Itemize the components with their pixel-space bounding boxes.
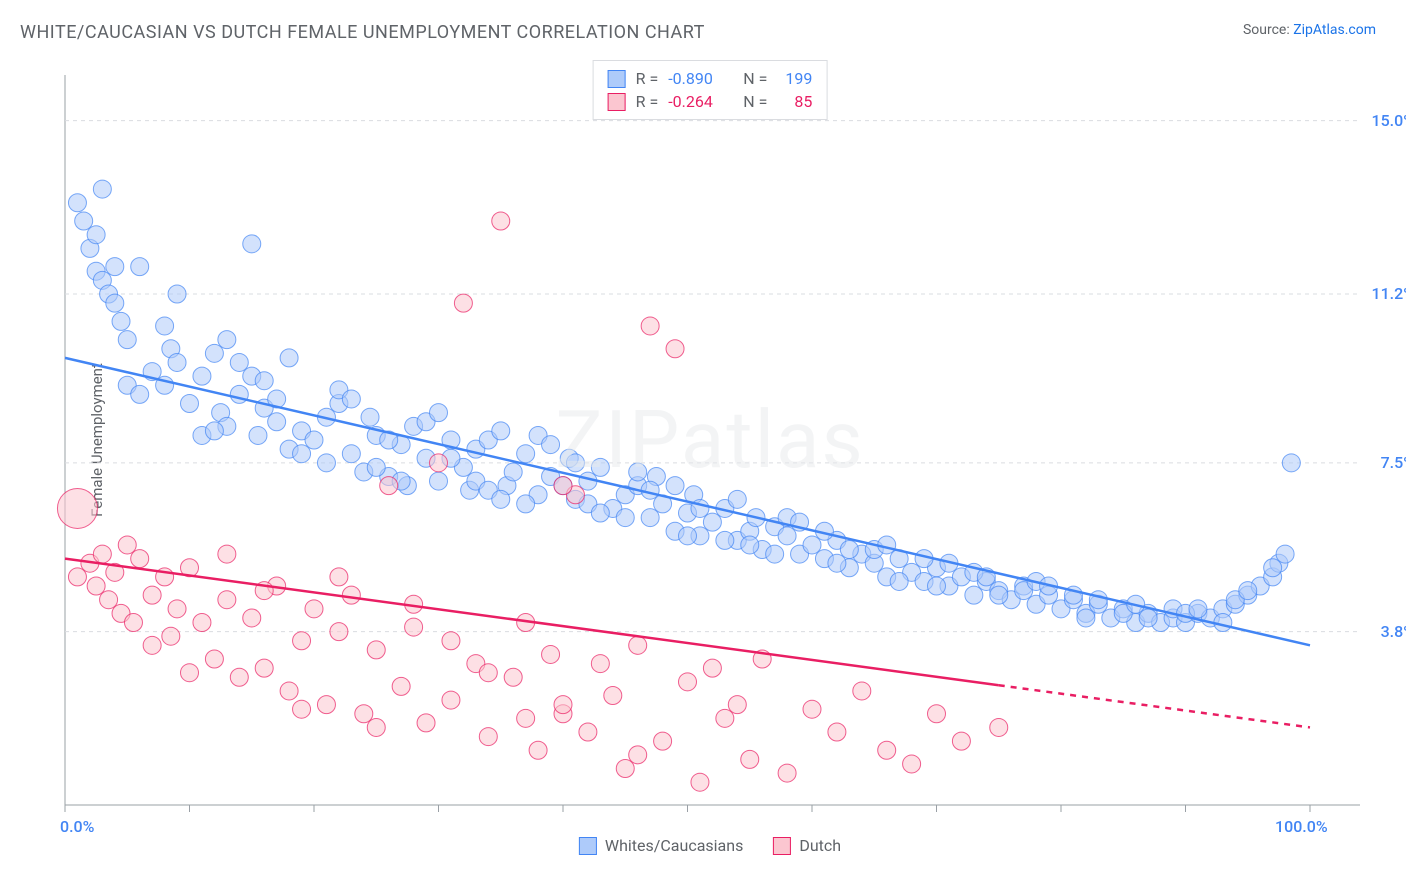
- x-tick-label: 0.0%: [60, 817, 94, 836]
- n-value: 85: [777, 92, 812, 111]
- r-value: -0.890: [668, 69, 723, 88]
- legend-swatch: [579, 837, 597, 855]
- legend-item: Dutch: [773, 836, 841, 855]
- legend-label: Dutch: [799, 836, 841, 855]
- legend-swatch: [608, 70, 626, 88]
- r-label: R =: [636, 92, 659, 111]
- y-tick-label: 7.5%: [1381, 453, 1406, 472]
- y-tick-label: 11.2%: [1371, 284, 1406, 303]
- stats-legend-row: R = -0.890 N = 199: [608, 67, 813, 90]
- bottom-legend: Whites/Caucasians Dutch: [579, 836, 841, 855]
- n-label: N =: [743, 69, 767, 88]
- x-tick-label: 100.0%: [1275, 817, 1328, 836]
- n-label: N =: [743, 92, 767, 111]
- source-label: Source:: [1243, 22, 1293, 38]
- stats-legend: R = -0.890 N = 199 R = -0.264 N = 85: [593, 60, 828, 120]
- source-link[interactable]: ZipAtlas.com: [1293, 22, 1376, 38]
- legend-swatch: [608, 93, 626, 111]
- chart-title: WHITE/CAUCASIAN VS DUTCH FEMALE UNEMPLOY…: [20, 22, 705, 43]
- r-value: -0.264: [668, 92, 723, 111]
- legend-swatch: [773, 837, 791, 855]
- r-label: R =: [636, 69, 659, 88]
- legend-label: Whites/Caucasians: [605, 836, 743, 855]
- source-attribution: Source: ZipAtlas.com: [1243, 22, 1376, 38]
- legend-item: Whites/Caucasians: [579, 836, 743, 855]
- y-tick-label: 3.8%: [1381, 622, 1406, 641]
- stats-legend-row: R = -0.264 N = 85: [608, 90, 813, 113]
- n-value: 199: [777, 69, 812, 88]
- scatter-plot: [50, 60, 1370, 820]
- chart-area: Female Unemployment ZIPatlas R = -0.890 …: [50, 60, 1370, 820]
- y-tick-label: 15.0%: [1371, 111, 1406, 130]
